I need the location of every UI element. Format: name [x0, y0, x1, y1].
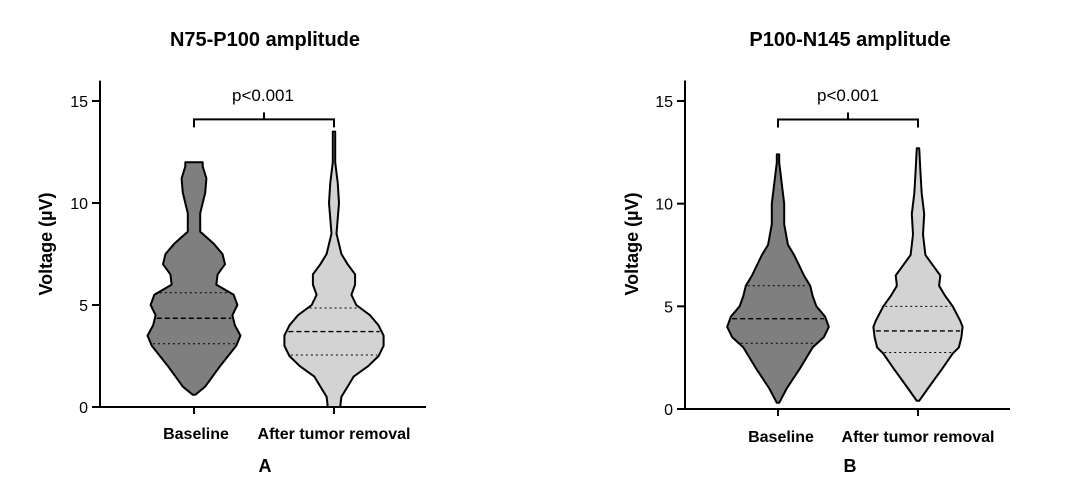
significance-label: p<0.001 [817, 86, 879, 105]
y-tick-label: 0 [79, 400, 88, 417]
y-tick-label: 5 [664, 299, 673, 316]
y-tick-label: 15 [70, 94, 88, 111]
category-label-baseline: Baseline [163, 426, 229, 443]
y-axis-label: Voltage (µV) [622, 192, 642, 295]
category-label-after: After tumor removal [842, 429, 995, 446]
category-label-baseline: Baseline [748, 429, 814, 446]
violin-baseline [726, 153, 830, 404]
y-tick-label: 10 [655, 197, 673, 214]
panel-label: A [259, 456, 272, 476]
significance-bracket [777, 118, 919, 128]
category-label-after: After tumor removal [258, 426, 411, 443]
significance-bracket [193, 118, 335, 128]
plot-area: 0 5 10 15 [655, 80, 1010, 419]
chart-title: P100-N145 amplitude [749, 29, 950, 51]
chart-panel-b: P100-N145 amplitude Voltage (µV) Baselin… [622, 29, 1010, 476]
y-axis-label: Voltage (µV) [36, 192, 56, 295]
violin-after-tumor-removal [872, 147, 964, 402]
y-tick-label: 0 [664, 402, 673, 419]
panel-label: B [844, 456, 857, 476]
violin-baseline [146, 161, 242, 396]
chart-title: N75-P100 amplitude [170, 29, 360, 51]
chart-panel-a: N75-P100 amplitude Voltage (µV) Baseline… [36, 29, 426, 476]
y-tick-label: 5 [79, 298, 88, 315]
violin-after-tumor-removal [283, 130, 385, 408]
y-tick-label: 10 [70, 196, 88, 213]
y-tick-label: 15 [655, 94, 673, 111]
significance-label: p<0.001 [232, 86, 294, 105]
plot-area: 0 5 10 15 [70, 80, 426, 417]
